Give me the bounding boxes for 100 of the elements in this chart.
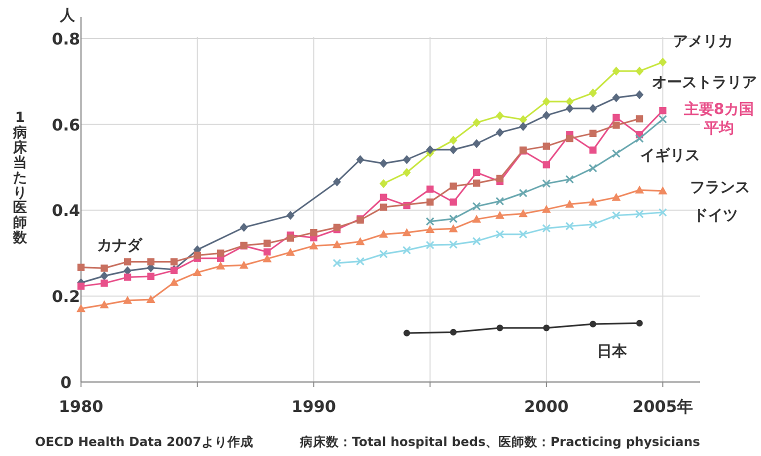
point — [426, 186, 434, 193]
point — [194, 252, 201, 259]
point — [612, 114, 620, 122]
point — [472, 139, 481, 148]
point — [635, 66, 644, 76]
point — [612, 66, 620, 76]
text: 人 — [59, 6, 76, 24]
point — [77, 264, 85, 271]
text: 1病床当たり医師数 — [13, 110, 27, 246]
point — [449, 214, 458, 224]
point — [124, 274, 132, 281]
point — [589, 130, 597, 137]
y-tick-label: 0.4 — [52, 201, 80, 220]
series-label: イギリス — [640, 146, 700, 164]
point — [332, 258, 342, 268]
point — [356, 155, 364, 164]
point — [380, 179, 388, 188]
x-tick-label: 2005年 — [632, 397, 694, 416]
series-label: オーストラリア — [652, 73, 757, 91]
point — [426, 198, 434, 206]
point — [472, 118, 481, 128]
point — [496, 324, 504, 332]
y-tick-label: 0.8 — [52, 29, 80, 48]
point — [566, 97, 574, 106]
point — [450, 328, 457, 336]
point — [519, 122, 528, 131]
point — [449, 145, 458, 154]
point — [380, 204, 388, 211]
point — [542, 161, 550, 168]
point — [496, 174, 504, 182]
point — [566, 104, 574, 113]
point — [658, 114, 668, 124]
point — [309, 241, 318, 250]
point — [518, 209, 528, 218]
point — [542, 204, 551, 213]
point — [658, 186, 668, 194]
point — [402, 228, 412, 236]
point — [612, 192, 621, 201]
point — [147, 258, 154, 266]
point — [588, 220, 598, 229]
point — [612, 93, 620, 102]
point — [379, 250, 388, 258]
text: OECD Health Data 2007より作成 — [35, 434, 254, 449]
point — [402, 246, 412, 254]
point — [495, 210, 504, 219]
series-label: 主要8カ国平均 — [682, 100, 754, 137]
point — [565, 222, 574, 230]
series-label: フランス — [690, 178, 750, 196]
point — [264, 248, 271, 256]
point — [588, 198, 598, 206]
point — [636, 115, 644, 122]
point — [543, 324, 550, 332]
point — [146, 295, 156, 304]
point — [192, 268, 202, 276]
point — [450, 182, 457, 190]
point — [542, 97, 550, 106]
point — [496, 128, 504, 138]
point — [356, 257, 365, 266]
point — [496, 196, 504, 206]
point — [216, 262, 226, 270]
point — [496, 111, 504, 120]
point — [147, 272, 154, 280]
point — [542, 179, 551, 188]
point — [170, 258, 178, 266]
point — [612, 211, 621, 220]
point — [472, 214, 482, 223]
point — [100, 271, 108, 280]
point — [588, 164, 598, 172]
point — [590, 320, 596, 328]
point — [402, 155, 411, 164]
point — [449, 240, 458, 249]
point — [542, 224, 551, 233]
point — [565, 175, 574, 184]
series-label: アメリカ — [673, 32, 733, 50]
point — [379, 230, 388, 238]
series-label: ドイツ — [693, 206, 738, 224]
x-tick-label: 1980 — [58, 397, 104, 416]
x-tick-label: 2000 — [524, 397, 569, 416]
point — [124, 258, 132, 266]
point — [332, 240, 342, 248]
point — [636, 320, 643, 326]
point — [286, 234, 294, 242]
x-tick-label: 1990 — [291, 397, 336, 416]
point — [589, 146, 597, 154]
point — [496, 230, 504, 239]
point — [239, 260, 248, 269]
point — [448, 224, 458, 232]
point — [100, 300, 109, 308]
point — [635, 134, 644, 143]
point — [542, 110, 550, 120]
point — [426, 225, 435, 234]
point — [76, 304, 86, 312]
point — [426, 240, 434, 250]
point — [659, 107, 666, 114]
point — [310, 228, 318, 236]
point — [473, 168, 480, 176]
point — [77, 282, 85, 290]
point — [403, 330, 410, 336]
y-tick-label: 0.6 — [52, 115, 80, 134]
point — [426, 217, 434, 226]
